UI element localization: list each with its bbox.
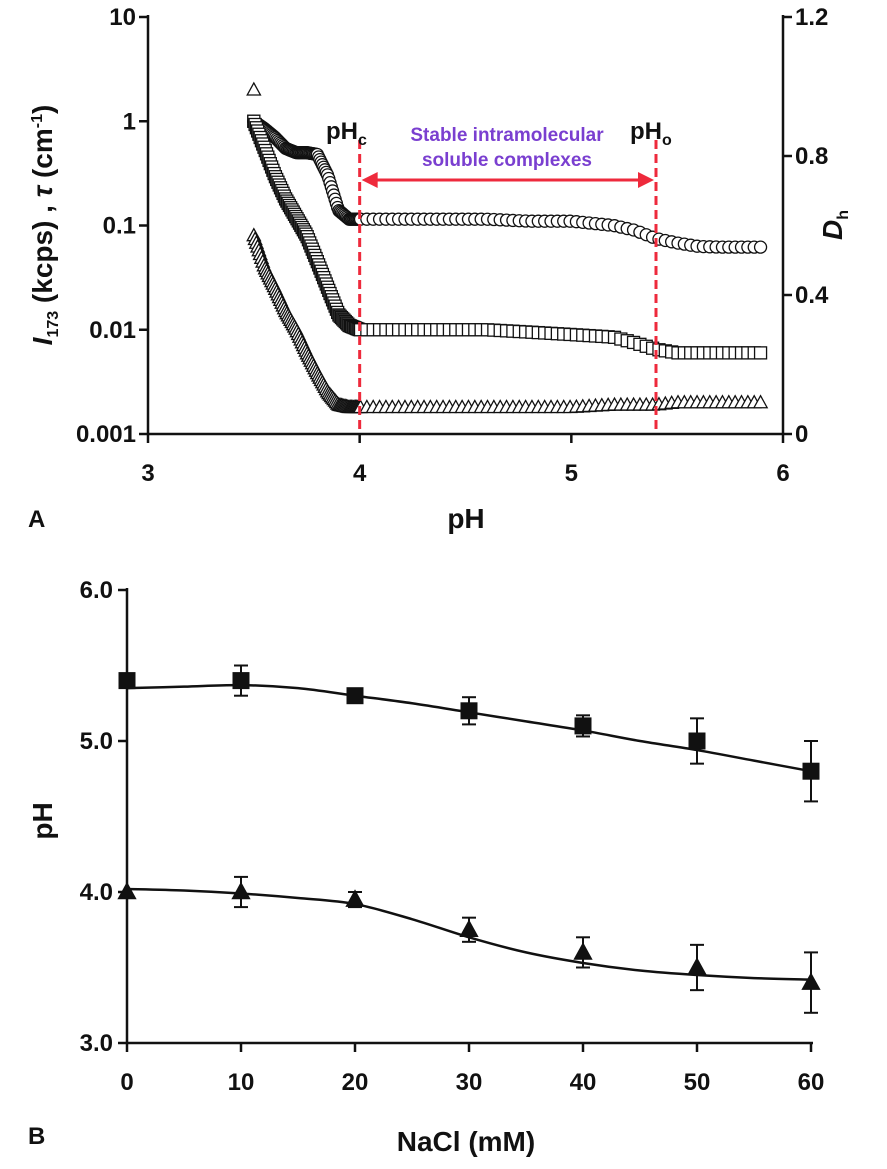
y-tick-label: 4.0 bbox=[80, 879, 113, 906]
data-point bbox=[231, 881, 251, 900]
data-point bbox=[688, 732, 706, 750]
data-point bbox=[345, 889, 365, 907]
x-tick-label: 4 bbox=[353, 460, 367, 487]
panel-b-marks bbox=[117, 664, 821, 1014]
region-label-line1: Stable intramolecular bbox=[410, 125, 604, 146]
ylabel-left-part: (cm bbox=[27, 128, 58, 186]
left-y-tick-label: 0.01 bbox=[89, 317, 136, 344]
right-y-tick-label: 0 bbox=[795, 421, 808, 448]
x-tick-label: 0 bbox=[120, 1069, 133, 1096]
right-y-tick-label: 0.4 bbox=[795, 282, 829, 309]
data-point bbox=[117, 881, 137, 900]
data-point bbox=[801, 972, 821, 990]
x-tick-label: 6 bbox=[776, 460, 789, 487]
left-y-tick-label: 1 bbox=[123, 108, 136, 135]
data-point bbox=[687, 957, 707, 975]
data-point bbox=[573, 942, 593, 960]
ylabel-left-part: (kcps) , bbox=[27, 197, 58, 311]
data-point bbox=[802, 762, 820, 780]
data-point bbox=[753, 346, 768, 360]
left-y-tick-label: 10 bbox=[109, 4, 136, 31]
panel-b: 0 10 20 30 40 50 60 3.0 4.0 5.0 6.0 NaCl (mM) pH B bbox=[27, 577, 824, 1157]
panel-a-marks bbox=[246, 81, 769, 414]
panel-a-letter: A bbox=[28, 506, 45, 533]
data-point bbox=[118, 672, 136, 690]
ylabel-left-part: ) bbox=[27, 105, 58, 114]
phc-label-main: pH bbox=[326, 118, 358, 145]
y-tick-label: 6.0 bbox=[80, 577, 113, 604]
x-tick-label: 5 bbox=[565, 460, 578, 487]
panel-a-right-y-axis-label: Dh bbox=[817, 210, 852, 240]
panel-b-letter: B bbox=[28, 1123, 45, 1150]
series-square-markers bbox=[247, 114, 768, 360]
left-y-tick-label: 0.001 bbox=[76, 421, 136, 448]
x-tick-label: 3 bbox=[141, 460, 154, 487]
panel-a-left-y-axis-label: I173 (kcps) , τ (cm-1) bbox=[27, 105, 62, 346]
x-tick-label: 50 bbox=[684, 1069, 711, 1096]
x-tick-label: 40 bbox=[570, 1069, 597, 1096]
region-arrow-head-left bbox=[361, 172, 378, 188]
phc-label-sub: c bbox=[358, 132, 367, 149]
pho-label: pHo bbox=[630, 118, 672, 149]
series-square bbox=[118, 664, 820, 803]
y-tick-label: 5.0 bbox=[80, 728, 113, 755]
panel-a-axes: 3 4 5 6 0.001 0.01 0.1 1 10 0 0.4 0.8 1.2 bbox=[76, 4, 829, 487]
phc-label: pHc bbox=[326, 118, 367, 149]
data-point bbox=[246, 81, 262, 96]
ylabel-left-part: -1 bbox=[29, 114, 46, 128]
left-y-tick-label: 0.1 bbox=[103, 213, 136, 240]
right-y-tick-label: 0.8 bbox=[795, 143, 828, 170]
pho-label-main: pH bbox=[630, 118, 662, 145]
region-arrow-head-right bbox=[638, 172, 654, 188]
x-tick-label: 10 bbox=[228, 1069, 255, 1096]
x-tick-label: 30 bbox=[456, 1069, 483, 1096]
ylabel-left-part: τ bbox=[27, 184, 58, 197]
data-point bbox=[232, 672, 250, 690]
series-triangle-markers bbox=[246, 81, 769, 414]
y-tick-label: 3.0 bbox=[80, 1030, 113, 1057]
pho-label-sub: o bbox=[662, 132, 672, 149]
panel-b-axes: 0 10 20 30 40 50 60 3.0 4.0 5.0 6.0 bbox=[80, 577, 825, 1096]
right-y-tick-label: 1.2 bbox=[795, 4, 828, 31]
data-point bbox=[752, 394, 769, 409]
x-tick-label: 20 bbox=[342, 1069, 369, 1096]
data-point bbox=[346, 687, 364, 705]
data-point bbox=[753, 240, 768, 254]
ylabel-right-part: h bbox=[835, 210, 852, 220]
ylabel-left-part: 173 bbox=[45, 311, 62, 338]
series-triangle bbox=[117, 875, 821, 1014]
panel-b-y-axis-label: pH bbox=[27, 802, 58, 839]
data-point bbox=[574, 717, 592, 735]
panel-a-x-axis-label: pH bbox=[447, 503, 484, 534]
x-tick-label: 60 bbox=[798, 1069, 825, 1096]
ylabel-right-part: D bbox=[817, 220, 848, 240]
ylabel-left-part: I bbox=[27, 336, 58, 345]
panel-b-x-axis-label: NaCl (mM) bbox=[397, 1126, 535, 1157]
data-point bbox=[460, 702, 478, 720]
region-label-line2: soluble complexes bbox=[422, 150, 592, 171]
data-point bbox=[459, 919, 479, 938]
